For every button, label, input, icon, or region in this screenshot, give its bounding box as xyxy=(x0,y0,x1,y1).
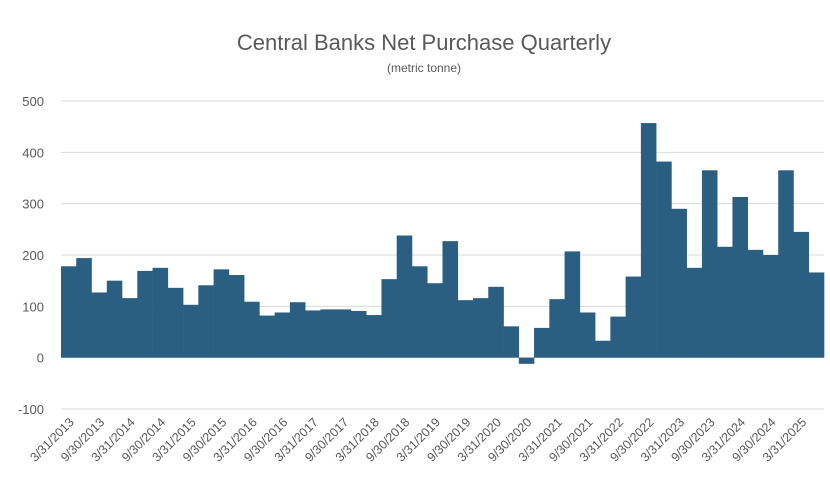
bar xyxy=(183,304,199,358)
bars xyxy=(61,123,825,364)
bar xyxy=(762,255,779,358)
bar xyxy=(793,231,810,358)
y-tick-label: 200 xyxy=(22,248,44,263)
bar xyxy=(808,272,825,358)
y-axis: -100 0 100 200 300 400 500 xyxy=(18,94,44,417)
bar xyxy=(732,196,748,358)
bar xyxy=(381,279,398,358)
bar xyxy=(473,298,489,358)
bar xyxy=(518,357,535,364)
bar xyxy=(198,285,214,358)
bar xyxy=(442,241,459,358)
bar xyxy=(320,309,336,358)
bar xyxy=(167,287,184,358)
bar xyxy=(503,326,520,358)
y-tick-label: 100 xyxy=(22,299,44,314)
bar xyxy=(488,286,504,358)
bar xyxy=(778,170,794,358)
bar xyxy=(396,235,413,358)
bar xyxy=(640,123,657,358)
bar xyxy=(228,275,245,358)
y-tick-label: 400 xyxy=(22,145,44,160)
y-tick-label: -100 xyxy=(18,402,44,417)
bar xyxy=(686,267,703,358)
y-tick-label: 500 xyxy=(22,94,44,109)
bar xyxy=(106,280,123,358)
bar xyxy=(350,310,367,358)
y-tick-label: 300 xyxy=(22,197,44,212)
bar xyxy=(656,161,672,358)
bar xyxy=(701,170,718,358)
bar xyxy=(274,312,291,358)
bar xyxy=(427,283,443,358)
x-axis: 3/31/20139/30/20133/31/20149/30/20143/31… xyxy=(28,415,810,464)
bar xyxy=(671,208,687,358)
bar xyxy=(152,267,169,358)
bar xyxy=(335,309,352,358)
bar xyxy=(534,327,550,358)
bar xyxy=(411,266,428,358)
bar xyxy=(76,258,92,358)
bar xyxy=(457,300,474,358)
bar xyxy=(213,269,230,358)
bar xyxy=(305,310,321,358)
bar xyxy=(579,312,596,358)
bar xyxy=(91,292,108,358)
y-tick-label: 0 xyxy=(37,351,44,366)
bar xyxy=(625,276,642,358)
bar xyxy=(564,251,581,358)
chart-subtitle: (metric tonne) xyxy=(387,61,461,75)
bar xyxy=(747,249,764,358)
bar xyxy=(595,340,611,358)
bar xyxy=(717,246,733,358)
bar xyxy=(61,266,77,358)
bar xyxy=(244,301,260,358)
bar xyxy=(610,316,626,358)
bar xyxy=(289,302,306,358)
bar xyxy=(122,298,138,358)
bar xyxy=(366,315,382,358)
bar xyxy=(549,299,565,358)
bar xyxy=(137,270,153,358)
bar xyxy=(259,315,275,358)
chart-title: Central Banks Net Purchase Quarterly xyxy=(237,30,611,55)
